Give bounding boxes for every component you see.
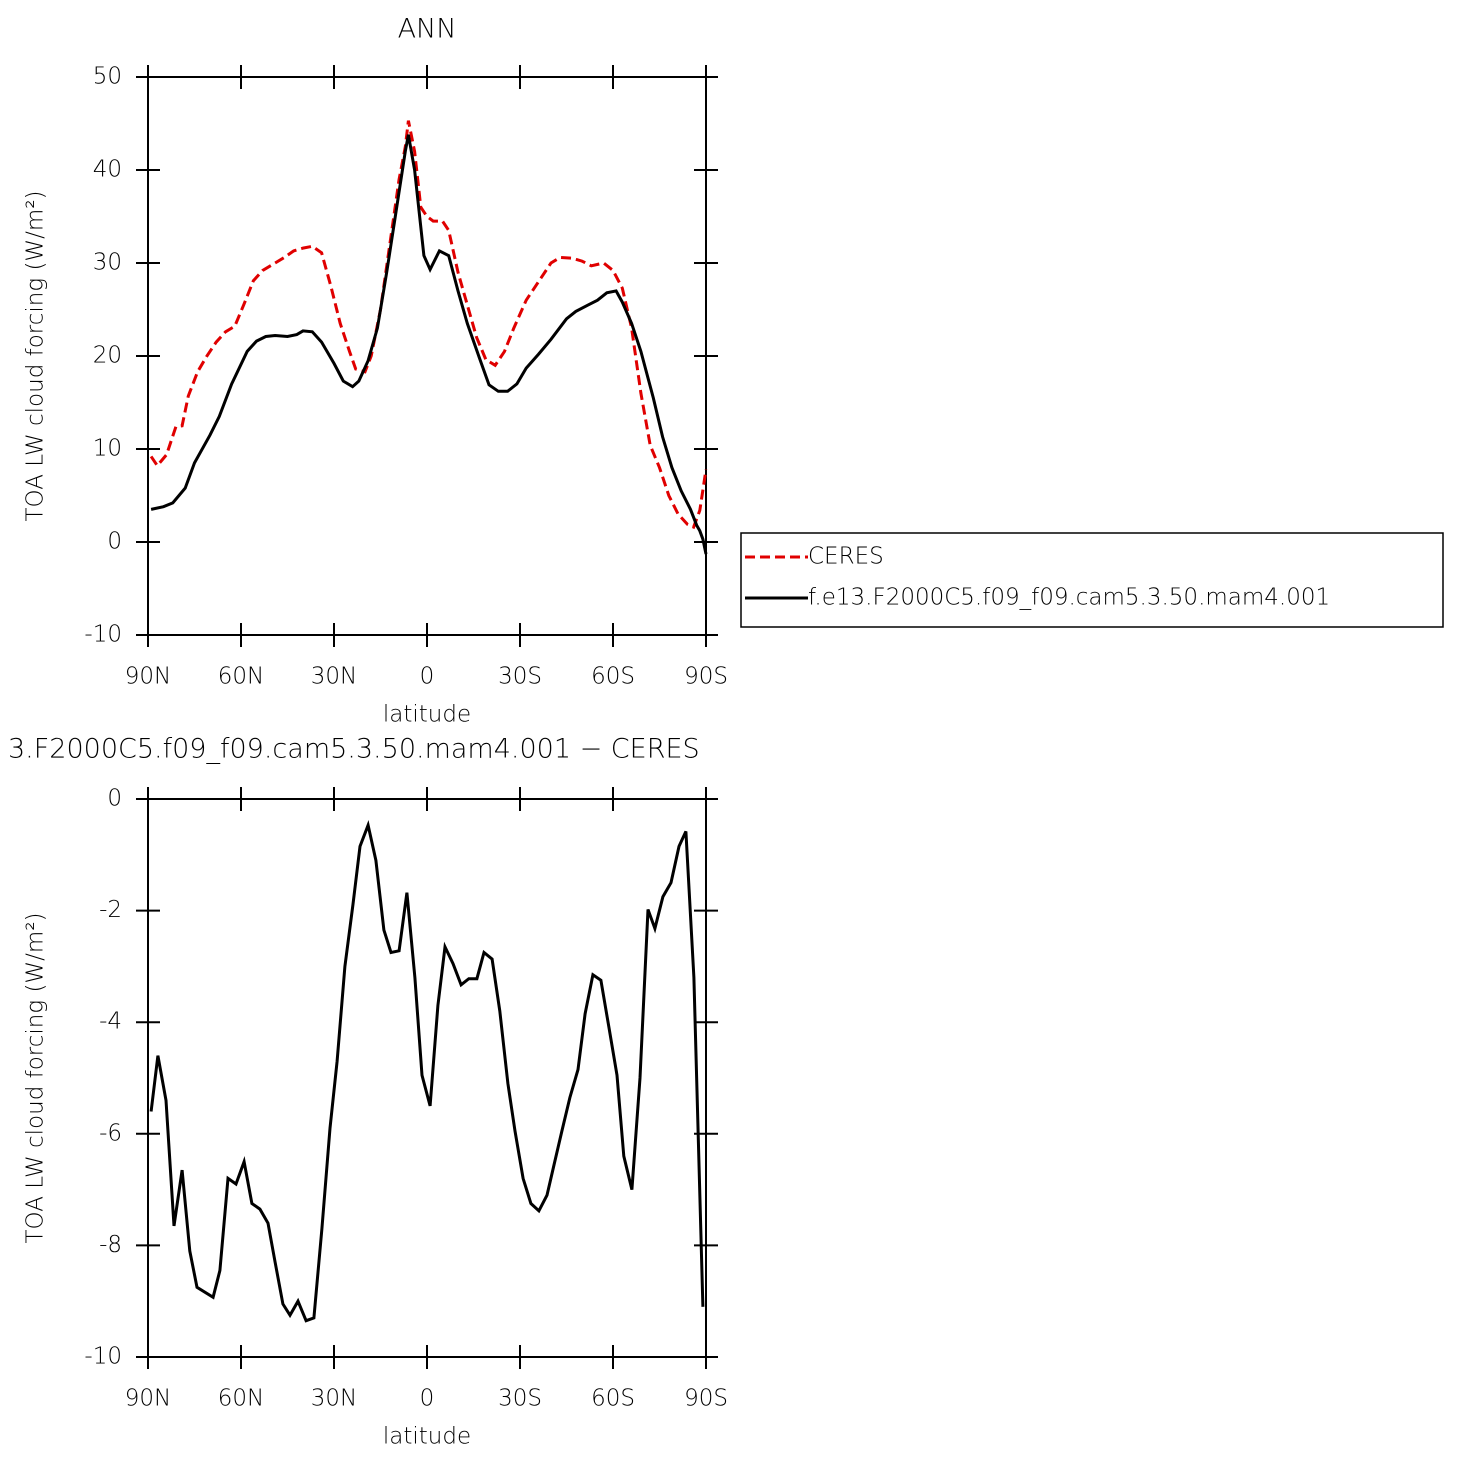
x-tick-label: 0 [420, 664, 435, 690]
x-axis-label: latitude [383, 1424, 471, 1450]
y-tick-label: 10 [93, 436, 122, 462]
x-tick-label: 90N [125, 1386, 171, 1412]
plot-frame [147, 76, 707, 636]
x-tick-label: 0 [420, 1386, 435, 1412]
y-tick-label: 30 [93, 250, 122, 276]
x-tick-label: 30N [311, 664, 357, 690]
y-axis-label: TOA LW cloud forcing (W/m²) [23, 190, 49, 521]
x-tick-label: 90S [684, 1386, 728, 1412]
plot-frame [147, 798, 707, 1358]
y-tick-label: -6 [99, 1120, 122, 1146]
y-tick-label: 0 [107, 786, 122, 812]
y-tick-label: -8 [99, 1232, 122, 1258]
x-tick-label: 30S [498, 1386, 542, 1412]
legend-label: f.e13.F2000C5.f09_f09.cam5.3.50.mam4.001 [808, 585, 1330, 611]
data-line [149, 120, 708, 530]
x-tick-label: 60N [218, 664, 264, 690]
y-tick-label: 0 [107, 529, 122, 555]
legend-box [740, 532, 1444, 628]
y-tick-label: 50 [93, 64, 122, 90]
y-tick-label: -10 [84, 1344, 122, 1370]
y-tick-label: -2 [99, 897, 122, 923]
data-line [149, 819, 705, 1323]
x-tick-label: 30N [311, 1386, 357, 1412]
y-tick-label: -4 [99, 1009, 122, 1035]
y-tick-label: 40 [93, 157, 122, 183]
y-tick-label: 20 [93, 343, 122, 369]
x-tick-label: 30S [498, 664, 542, 690]
y-tick-label: -10 [84, 622, 122, 648]
chart-title: ANN [398, 14, 457, 45]
x-axis-label: latitude [383, 702, 471, 728]
x-tick-label: 90S [684, 664, 728, 690]
x-tick-label: 60N [218, 1386, 264, 1412]
x-tick-label: 60S [591, 1386, 635, 1412]
data-line [150, 134, 708, 555]
chart-title: 3.F2000C5.f09_f09.cam5.3.50.mam4.001 − C… [8, 734, 700, 765]
x-tick-label: 60S [591, 664, 635, 690]
legend-label: CERES [808, 544, 884, 570]
y-axis-label: TOA LW cloud forcing (W/m²) [23, 912, 49, 1243]
x-tick-label: 90N [125, 664, 171, 690]
